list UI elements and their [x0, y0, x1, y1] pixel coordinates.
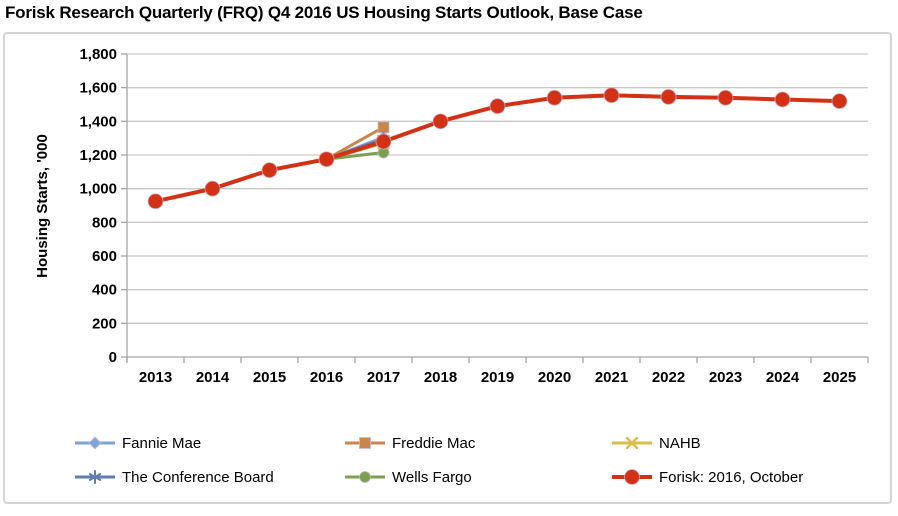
series-marker-x	[625, 436, 639, 450]
legend-item-wells-fargo: Wells Fargo	[345, 468, 472, 486]
chart-title: Forisk Research Quarterly (FRQ) Q4 2016 …	[5, 3, 643, 22]
legend-marker-diamond	[75, 436, 115, 450]
series-marker-circle-large	[624, 469, 640, 485]
legend-label: Forisk: 2016, October	[659, 468, 804, 486]
legend-label: The Conference Board	[122, 468, 274, 486]
series-marker-square	[359, 437, 371, 449]
series-marker-asterisk	[88, 473, 102, 481]
legend-marker-circle-large	[612, 469, 652, 485]
legend-item-the-conference-board: The Conference Board	[75, 468, 274, 486]
legend-marker-square	[345, 437, 385, 449]
legend-item-fannie-mae: Fannie Mae	[75, 434, 201, 452]
legend-item-freddie-mac: Freddie Mac	[345, 434, 475, 452]
legend-marker-asterisk	[75, 470, 115, 484]
legend-item-nahb: NAHB	[612, 434, 701, 452]
legend-item-forisk-2016-october: Forisk: 2016, October	[612, 468, 803, 486]
legend-label: Fannie Mae	[122, 434, 202, 452]
legend-marker-circle	[345, 471, 385, 483]
legend-label: Wells Fargo	[392, 468, 472, 486]
legend-marker-x	[612, 436, 652, 450]
series-marker-circle	[359, 471, 371, 483]
series-marker-diamond	[88, 436, 102, 450]
legend-label: Freddie Mac	[392, 434, 476, 452]
legend-label: NAHB	[659, 434, 701, 452]
